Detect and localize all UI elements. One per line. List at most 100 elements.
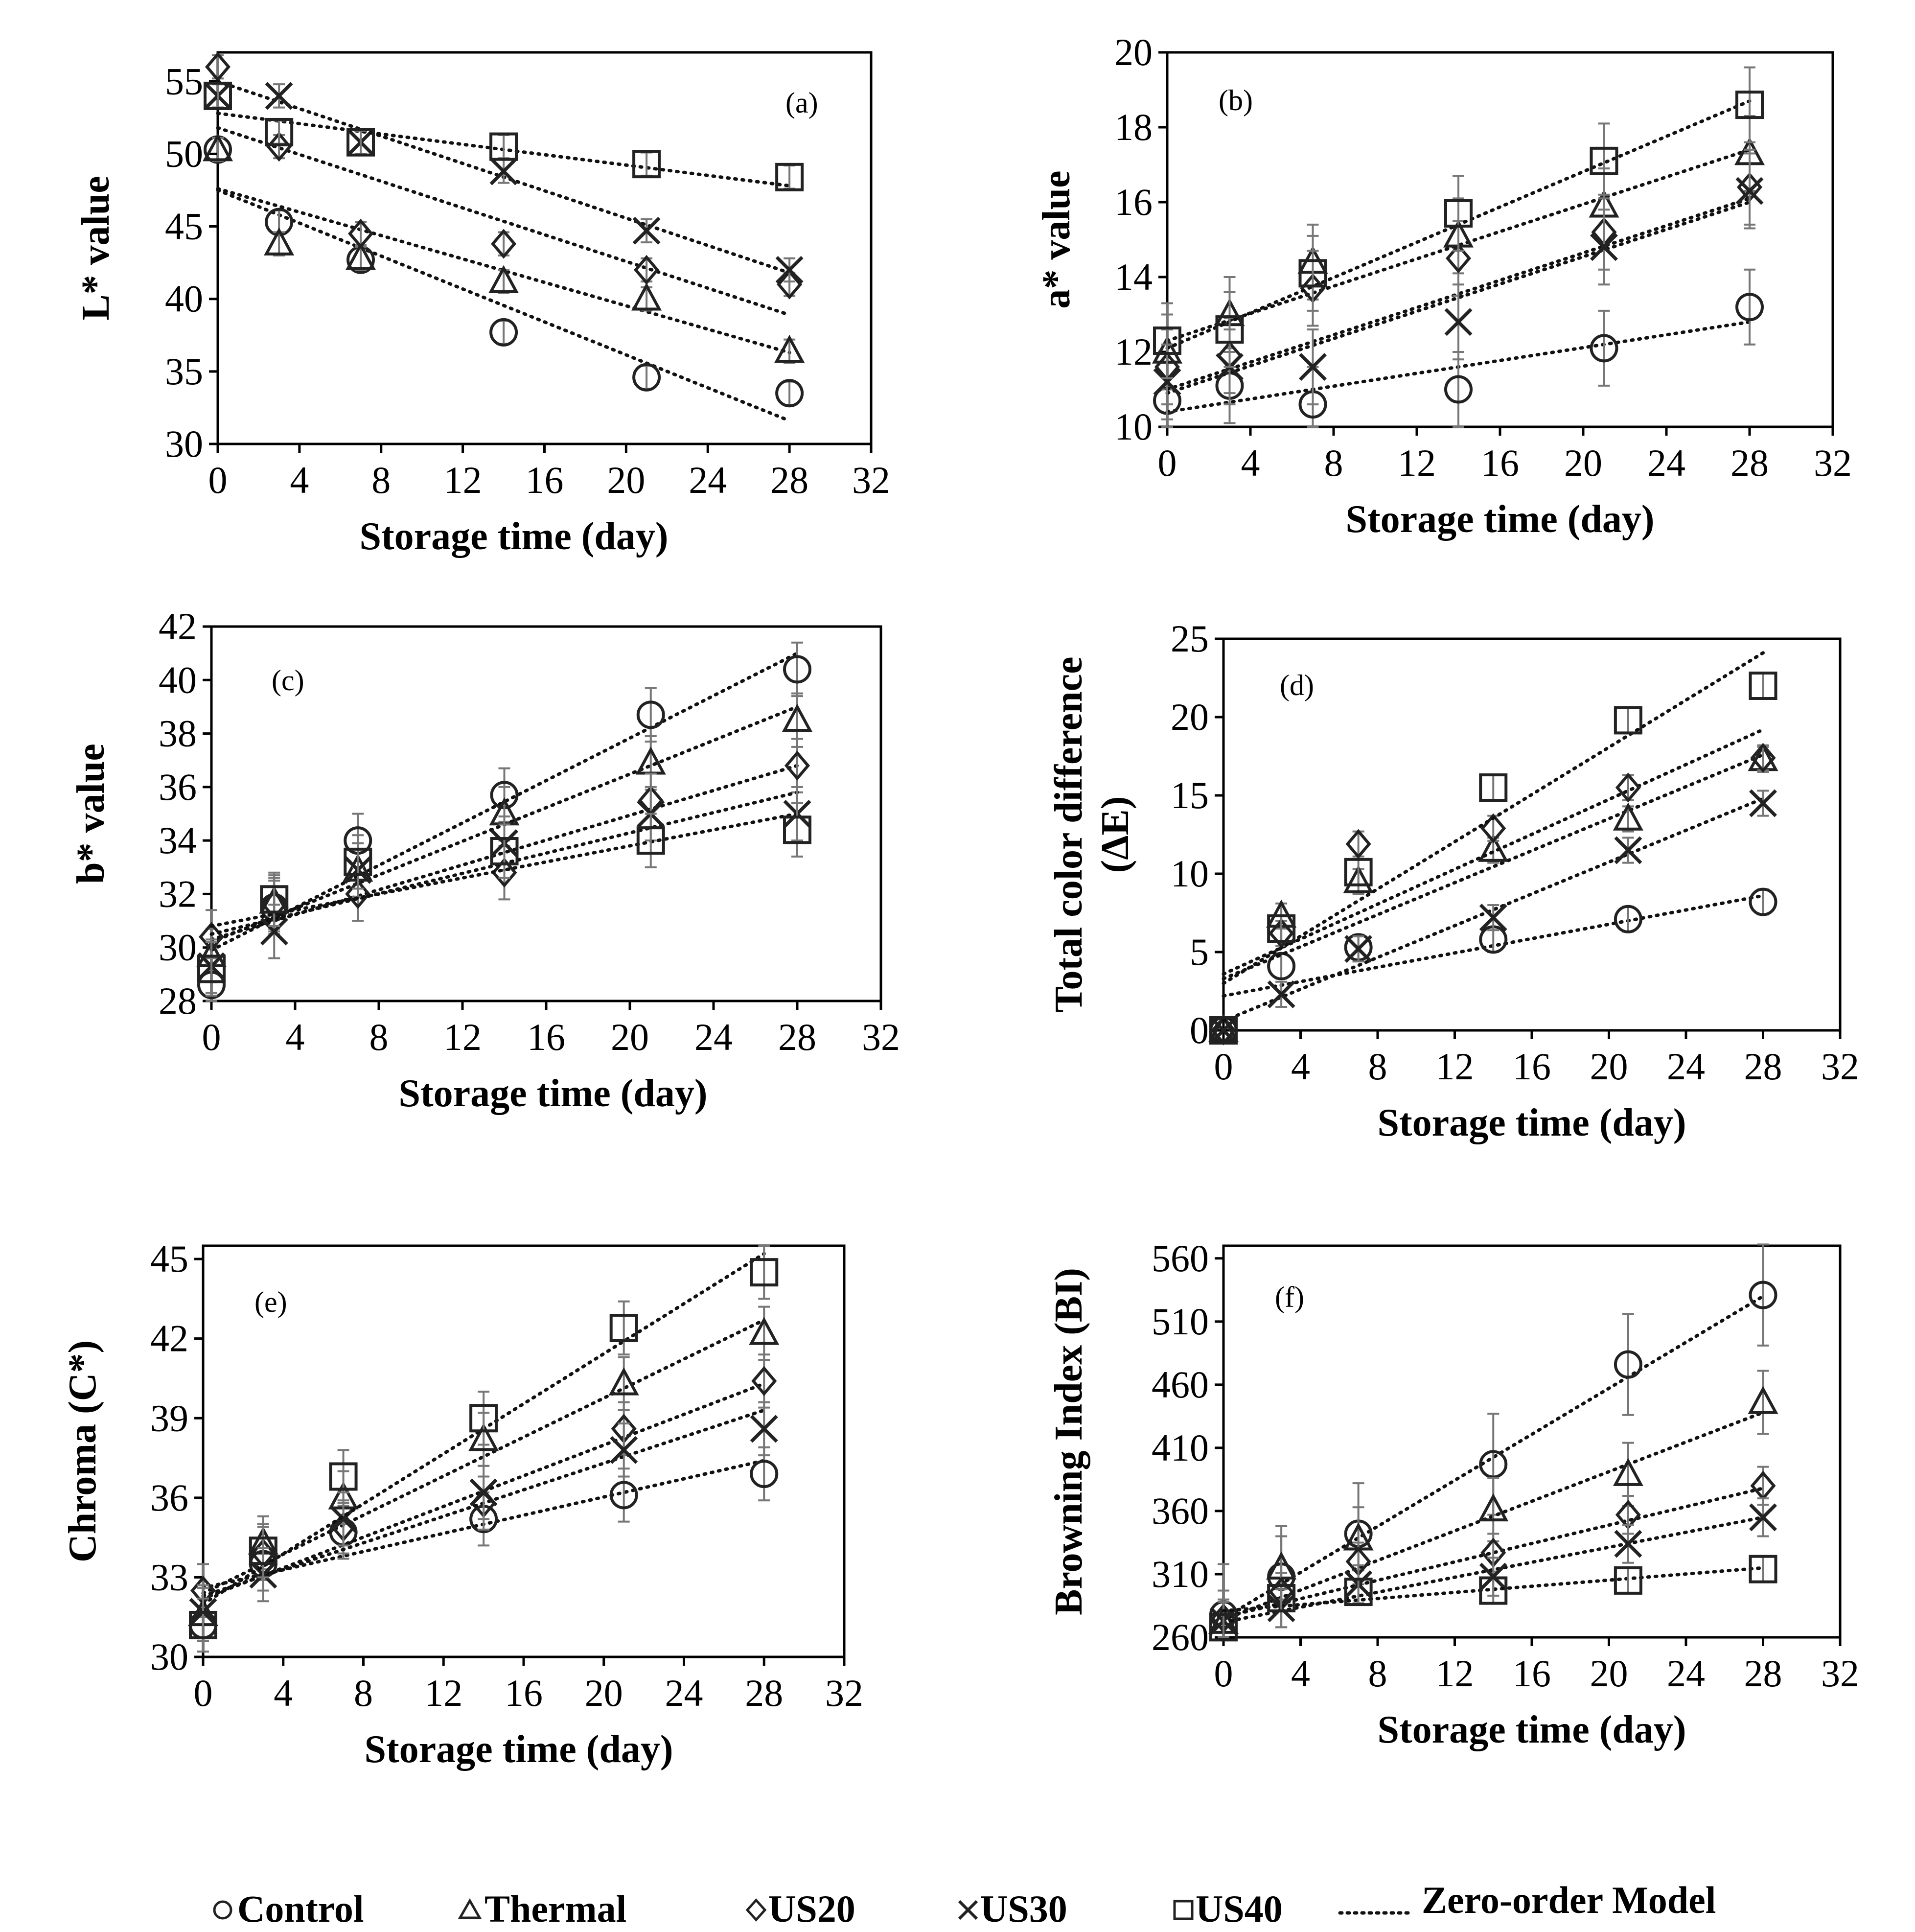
panel-d-point-us20 bbox=[1750, 743, 1776, 773]
panel-a-error-bar-us40 bbox=[355, 130, 367, 155]
panel-d-error-bar-us40 bbox=[1352, 859, 1364, 886]
panel-f-point-control bbox=[1479, 1450, 1508, 1479]
panel-a-point-us40 bbox=[265, 117, 294, 146]
panel-e-x-tick-label: 16 bbox=[505, 1672, 543, 1714]
legend: Control Thermal US20 US30 US40 Zero-orde… bbox=[213, 1879, 1716, 1930]
panel-c-error-bar-us40 bbox=[498, 823, 510, 879]
panel-e-x-tick-label: 24 bbox=[665, 1672, 703, 1714]
panel-d-x-tick-label: 32 bbox=[1821, 1045, 1859, 1088]
panel-f-error-bar-thermal bbox=[1757, 1370, 1769, 1435]
panel-d-y-tick-label: 25 bbox=[1171, 617, 1209, 660]
panel-f-error-bar-thermal bbox=[1487, 1477, 1500, 1542]
panel-b-point-us30 bbox=[1444, 308, 1473, 336]
panel-c-point-us40 bbox=[344, 847, 372, 876]
panel-b-fit-line-us20 bbox=[1165, 196, 1752, 391]
panel-d-point-us40 bbox=[1749, 672, 1777, 700]
panel-d-point-us20 bbox=[1480, 813, 1506, 843]
panel-d-point-us20 bbox=[1345, 829, 1371, 859]
panel-e-error-bar-us40 bbox=[257, 1523, 269, 1579]
legend-item-us30: US30 bbox=[958, 1887, 1067, 1930]
legend-item-us20: US20 bbox=[745, 1887, 855, 1930]
panel-c-x-tick-label: 8 bbox=[369, 1016, 389, 1058]
panel-a-y-axis-title: L* value bbox=[74, 176, 117, 321]
panel-a-point-control bbox=[775, 379, 804, 408]
legend-item-thermal: Thermal bbox=[458, 1887, 626, 1930]
panel-c-chart: (c) Storage time (day) b* value 0 4 8 12 16 2… bbox=[69, 605, 900, 1115]
panel-d-label: (d) bbox=[1280, 669, 1314, 701]
panel-c-error-bar-us40 bbox=[352, 834, 364, 890]
panel-b-error-bar-control bbox=[1598, 309, 1610, 387]
panel-a-label: (a) bbox=[785, 87, 818, 119]
panel-c-y-tick-label: 34 bbox=[159, 819, 197, 861]
panel-a-fit-line-control bbox=[216, 188, 791, 423]
panel-c-y-tick-label: 36 bbox=[159, 766, 197, 808]
panel-b-x-tick-label: 24 bbox=[1647, 442, 1685, 484]
panel-a-point-us30 bbox=[775, 256, 804, 284]
panel-b-point-us30 bbox=[1153, 368, 1181, 396]
panel-d-point-us30 bbox=[1749, 789, 1777, 817]
panel-d-error-bar-control bbox=[1757, 888, 1769, 916]
legend-square-icon bbox=[1173, 1900, 1194, 1920]
panel-a-x-tick-label: 24 bbox=[689, 459, 727, 501]
panel-a-error-bar-control bbox=[641, 365, 653, 390]
panel-f-x-tick-label: 24 bbox=[1667, 1652, 1705, 1695]
panel-d-x-tick-label: 12 bbox=[1436, 1045, 1474, 1088]
panel-b-x-tick-label: 32 bbox=[1814, 442, 1852, 484]
panel-a-error-bar-us40 bbox=[641, 151, 653, 177]
panel-b-point-us30 bbox=[1299, 353, 1327, 381]
panel-a-y-tick-label: 35 bbox=[165, 350, 203, 393]
panel-a-x-tick-label: 28 bbox=[770, 459, 808, 501]
panel-f-point-control bbox=[1749, 1280, 1777, 1309]
panel-c-x-axis-title: Storage time (day) bbox=[399, 1072, 708, 1115]
panel-e-point-thermal bbox=[608, 1367, 639, 1396]
panel-e-x-tick-label: 28 bbox=[745, 1672, 783, 1714]
panel-b-y-tick-label: 20 bbox=[1114, 31, 1153, 73]
panel-c-point-us20 bbox=[491, 858, 517, 888]
panel-f-point-control bbox=[1614, 1350, 1642, 1379]
panel-e-point-control bbox=[609, 1481, 638, 1510]
legend-label-model: Zero-order Model bbox=[1422, 1879, 1716, 1921]
panel-a-error-bar-us40 bbox=[212, 83, 224, 109]
panel-d-y-axis-title-line-2: (ΔE) bbox=[1094, 796, 1137, 873]
panel-f-chart: (f) Storage time (day) Browning Index (B… bbox=[1047, 1237, 1859, 1751]
panel-d-point-us40 bbox=[1267, 914, 1296, 943]
panel-d-y-tick-label: 10 bbox=[1171, 852, 1209, 895]
panel-f-y-axis-title: Browning Index (BI) bbox=[1047, 1268, 1090, 1615]
legend-diamond-icon bbox=[745, 1898, 767, 1922]
panel-f-y-tick-label: 260 bbox=[1152, 1616, 1209, 1658]
panel-f-error-bar-control bbox=[1757, 1243, 1769, 1347]
panel-f-x-tick-label: 0 bbox=[1214, 1652, 1233, 1695]
panel-f-point-us40 bbox=[1479, 1576, 1508, 1605]
panel-e-x-tick-label: 8 bbox=[354, 1672, 373, 1714]
panel-d-point-us30 bbox=[1344, 935, 1373, 963]
panel-c-label: (c) bbox=[272, 664, 304, 697]
panel-a-x-tick-label: 32 bbox=[852, 459, 890, 501]
panel-a-x-tick-label: 12 bbox=[444, 459, 482, 501]
panel-f-x-tick-label: 4 bbox=[1291, 1652, 1310, 1695]
panel-d-y-tick-label: 20 bbox=[1171, 696, 1209, 738]
panel-b-x-tick-label: 0 bbox=[1158, 442, 1177, 484]
panel-b-fit-line-us30 bbox=[1165, 200, 1752, 395]
legend-item-zero-order-model: Zero-order Model bbox=[1338, 1879, 1716, 1921]
panel-e-y-tick-label: 33 bbox=[150, 1556, 188, 1598]
panel-f-y-tick-label: 510 bbox=[1152, 1300, 1209, 1343]
panel-e-y-tick-label: 36 bbox=[150, 1476, 188, 1519]
panel-d-error-bar-us40 bbox=[1757, 672, 1769, 699]
panel-e-x-tick-label: 32 bbox=[825, 1672, 863, 1714]
panel-b-error-bar-control bbox=[1453, 351, 1464, 428]
panel-c-point-us20 bbox=[345, 879, 371, 909]
panel-a-point-us30 bbox=[265, 82, 293, 110]
panel-a-error-bar-control bbox=[498, 320, 510, 345]
panel-a-y-tick-label: 50 bbox=[165, 132, 203, 175]
panel-e-point-us30 bbox=[750, 1415, 778, 1443]
panel-f-fit-line-us30 bbox=[1222, 1515, 1765, 1624]
panel-f-point-thermal bbox=[1748, 1386, 1778, 1414]
panel-c-y-tick-label: 42 bbox=[159, 605, 197, 648]
panel-a-point-us20 bbox=[634, 255, 660, 285]
legend-label-control: Control bbox=[237, 1887, 364, 1930]
panel-c-point-us40 bbox=[490, 837, 519, 865]
panel-b-point-us40 bbox=[1444, 199, 1473, 228]
panel-a-point-thermal bbox=[488, 265, 519, 293]
panel-c-plot-area bbox=[210, 625, 882, 1002]
panel-b-point-us40 bbox=[1735, 91, 1764, 119]
